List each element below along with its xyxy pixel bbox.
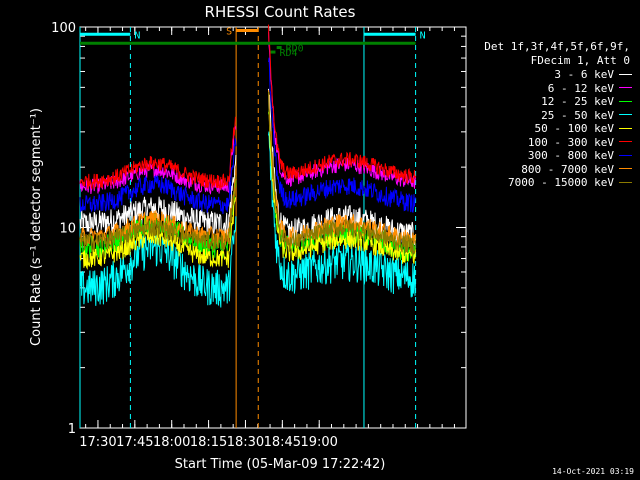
legend-header-decim: FDecim 1, Att 0	[530, 54, 630, 67]
x-axis-label: Start Time (05-Mar-09 17:22:42)	[175, 457, 386, 472]
legend-label: 7000 - 15000 keV	[508, 176, 614, 189]
legend-swatch	[619, 168, 632, 169]
y-tick-label: 10	[59, 222, 76, 237]
y-tick-label: 1	[68, 422, 76, 437]
legend-label: 25 - 50 keV	[541, 108, 614, 122]
legend-swatch	[619, 114, 632, 115]
legend-swatch	[619, 127, 632, 129]
legend-item: 300 - 800 keV	[474, 150, 632, 162]
legend-item: 100 - 300 keV	[474, 135, 632, 149]
series-line	[79, 90, 417, 249]
legend-swatch	[619, 181, 632, 183]
legend-item: 800 - 7000 keV	[474, 162, 632, 176]
x-tick-label: 18:45	[264, 435, 301, 450]
legend-item: 7000 - 15000 keV	[474, 177, 632, 189]
series-line	[79, 57, 417, 215]
legend-swatch	[619, 73, 632, 75]
series-line	[79, 24, 417, 191]
legend-swatch	[619, 141, 632, 142]
x-tick-label: 19:00	[300, 435, 337, 450]
legend-label: 800 - 7000 keV	[521, 162, 614, 176]
series-line	[79, 91, 417, 255]
legend-label: 50 - 100 keV	[534, 122, 614, 135]
chart-title: RHESSI Count Rates	[205, 3, 356, 21]
legend-item: 25 - 50 keV	[474, 108, 632, 122]
x-tick-label: 17:30	[79, 435, 116, 450]
flag-label: N	[420, 30, 426, 41]
legend-label: 300 - 800 keV	[527, 149, 614, 162]
legend-swatch	[619, 87, 632, 88]
series-line	[79, 111, 417, 270]
legend-label: 12 - 25 keV	[541, 95, 614, 108]
x-tick-label: 18:30	[227, 435, 264, 450]
legend-label: 100 - 300 keV	[527, 135, 614, 149]
legend-label: 6 - 12 keV	[547, 81, 614, 95]
y-tick-label: 100	[51, 21, 76, 36]
x-tick-label: 18:15	[190, 435, 227, 450]
flag-label: RD4	[279, 48, 297, 59]
x-tick-label: 18:00	[153, 435, 190, 450]
legend-header-detectors: Det 1f,3f,4f,5f,6f,9f,	[484, 40, 630, 53]
legend-swatch	[619, 100, 632, 102]
legend-item: 6 - 12 keV	[474, 81, 632, 95]
legend-label: 3 - 6 keV	[554, 68, 614, 81]
x-tick-label: 17:45	[116, 435, 153, 450]
legend-swatch	[619, 154, 632, 156]
flag-label: N	[134, 30, 140, 41]
timestamp: 14-Oct-2021 03:19	[552, 467, 634, 476]
legend-item: 12 - 25 keV	[474, 96, 632, 108]
flag-label: S	[226, 27, 232, 38]
legend-item: 3 - 6 keV	[474, 69, 632, 81]
flag-label: RD0	[286, 44, 304, 55]
legend-item: 50 - 100 keV	[474, 123, 632, 135]
y-axis-label: Count Rate (s⁻¹ detector segment⁻¹)	[29, 108, 44, 346]
